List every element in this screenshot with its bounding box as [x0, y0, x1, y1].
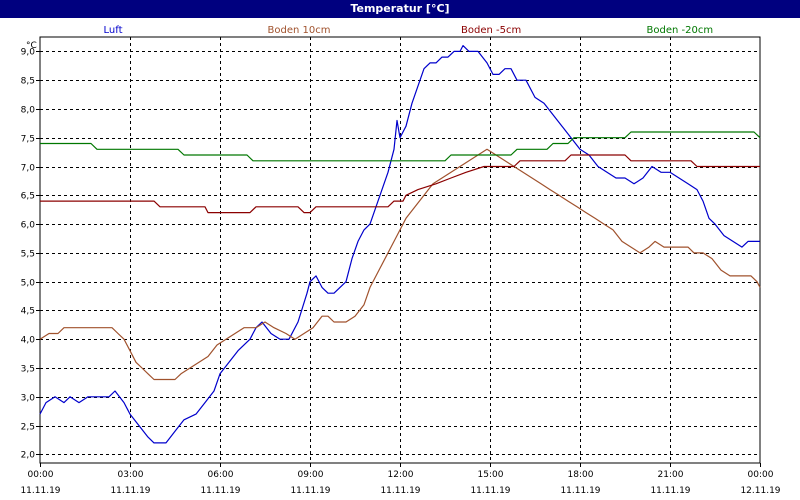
y-tick-label: 2,0 [21, 451, 36, 461]
x-tick-date-label: 11.11.19 [650, 486, 690, 496]
x-tick-time-label: 18:00 [568, 470, 594, 480]
y-tick-label: 3,0 [21, 394, 36, 404]
y-tick-label: 7,0 [21, 164, 36, 174]
x-tick-date-label: 11.11.19 [560, 486, 600, 496]
legend-item-boden-20cm: Boden -20cm [646, 25, 714, 36]
x-tick-time-label: 12:00 [388, 470, 414, 480]
x-tick-date-label: 11.11.19 [200, 486, 240, 496]
y-tick-label: 4,5 [21, 307, 35, 317]
y-tick-label: 8,5 [21, 77, 35, 87]
y-tick-label: 5,0 [21, 279, 36, 289]
x-tick-time-label: 00:00 [748, 470, 774, 480]
series-line-boden-10cm [39, 148, 761, 381]
legend-item-boden-5cm: Boden -5cm [461, 25, 522, 36]
x-tick-date-label: 12.11.19 [740, 486, 780, 496]
y-tick-label: 3,5 [21, 365, 35, 375]
x-tick-date-label: 11.11.19 [110, 486, 150, 496]
x-tick-time-label: 06:00 [208, 470, 234, 480]
y-tick-label: 5,5 [21, 250, 35, 260]
y-tick-label: 6,5 [21, 192, 35, 202]
y-tick-label: 7,5 [21, 135, 35, 145]
x-tick-time-label: 00:00 [28, 470, 54, 480]
x-tick-date-label: 11.11.19 [290, 486, 330, 496]
legend-item-luft: Luft [103, 25, 123, 36]
axis-layer: 2,0 2,5 3,0 3,5 4,0 4,5 5,0 5,5 6,0 6,5 7,0 7,5 8,0 8… [20, 36, 781, 496]
x-tick-time-label: 09:00 [298, 470, 324, 480]
legend-item-boden-10cm: Boden 10cm [267, 25, 331, 36]
chart-title: Temperatur [°C] [350, 2, 450, 15]
chart-title-bar: Temperatur [°C] [0, 0, 800, 18]
y-tick-label: 4,0 [21, 336, 36, 346]
x-tick-date-label: 11.11.19 [470, 486, 510, 496]
x-tick-time-label: 03:00 [118, 470, 144, 480]
x-tick-time-label: 21:00 [658, 470, 684, 480]
grid-layer [40, 37, 760, 463]
series-layer [39, 44, 761, 444]
y-tick-label: 9,0 [21, 48, 36, 58]
y-tick-label: 6,0 [21, 221, 36, 231]
series-line-boden-20cm [40, 131, 761, 162]
y-tick-label: 2,5 [21, 423, 35, 433]
series-line-luft [39, 44, 760, 444]
x-tick-date-label: 11.11.19 [380, 486, 420, 496]
x-tick-date-label: 11.11.19 [20, 486, 60, 496]
series-line-boden-5cm [40, 154, 760, 214]
y-tick-label: 8,0 [21, 106, 36, 116]
x-tick-time-label: 15:00 [478, 470, 504, 480]
y-axis-unit-label: °C [26, 41, 37, 51]
